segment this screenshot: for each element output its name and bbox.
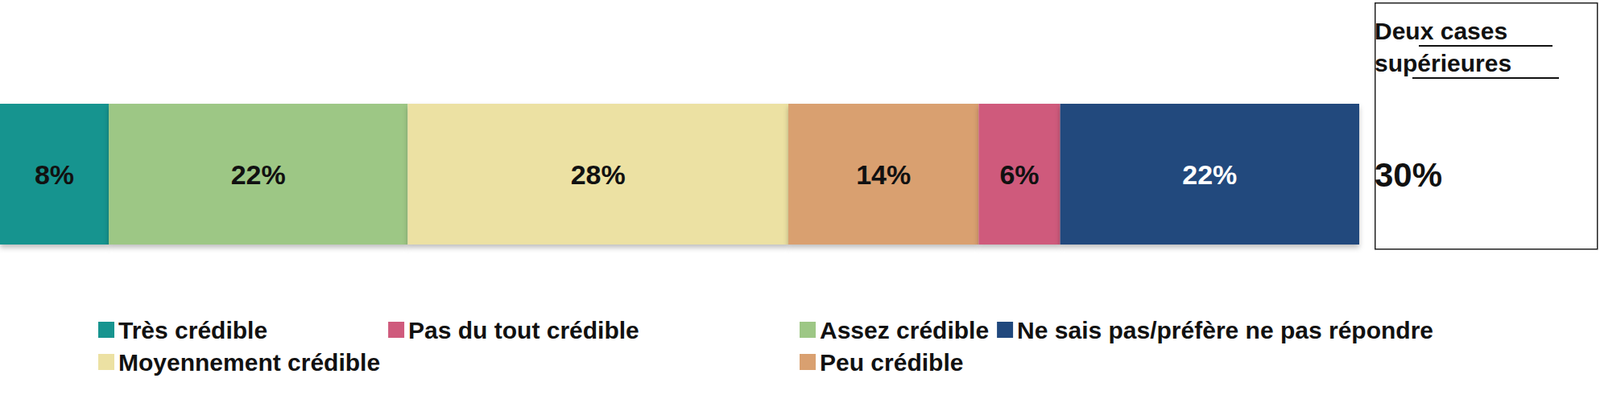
svg-text:8%: 8% bbox=[34, 159, 75, 191]
svg-text:14%: 14% bbox=[855, 159, 911, 191]
svg-text:Assez crédible: Assez crédible bbox=[819, 317, 989, 344]
svg-text:Peu crédible: Peu crédible bbox=[819, 349, 964, 377]
svg-text:Moyennement crédible: Moyennement crédible bbox=[118, 349, 381, 377]
svg-text:28%: 28% bbox=[570, 159, 626, 191]
svg-text:Pas du tout crédible: Pas du tout crédible bbox=[408, 317, 640, 344]
svg-text:22%: 22% bbox=[1182, 159, 1237, 191]
svg-text:Ne sais pas/préfère ne pas rép: Ne sais pas/préfère ne pas répondre bbox=[1017, 317, 1434, 344]
svg-text:22%: 22% bbox=[231, 159, 286, 191]
svg-text:6%: 6% bbox=[999, 159, 1039, 191]
svg-text:Deux cases: Deux cases bbox=[1374, 17, 1514, 45]
svg-text:Très crédible: Très crédible bbox=[118, 317, 268, 344]
svg-text:30%: 30% bbox=[1374, 156, 1443, 195]
svg-text:supérieures: supérieures bbox=[1374, 49, 1512, 77]
